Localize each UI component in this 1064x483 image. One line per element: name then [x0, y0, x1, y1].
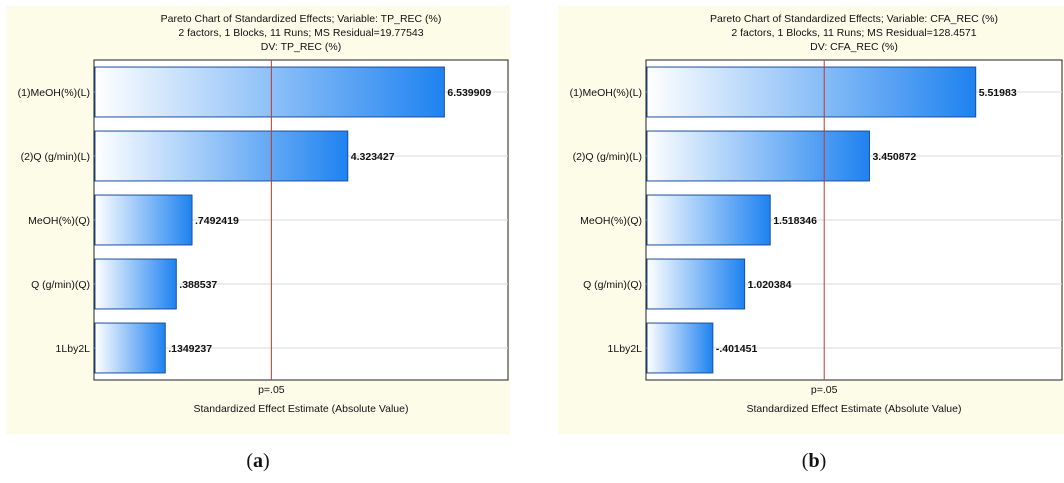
- chart-0-value-label: 4.323427: [351, 151, 395, 163]
- chart-1-bar: [646, 194, 771, 246]
- chart-0-category-label: Q (g/min)(Q): [31, 279, 90, 291]
- chart-1-subtitle-dv: DV: CFA_REC (%): [810, 41, 898, 53]
- chart-0-bar: [94, 258, 177, 310]
- chart-0-x-axis-label: Standardized Effect Estimate (Absolute V…: [194, 403, 409, 415]
- chart-0-value-label: .7492419: [195, 215, 239, 227]
- chart-1-value-label: 1.518346: [773, 215, 817, 227]
- chart-0-bar: [94, 130, 349, 182]
- chart-1-x-axis-label: Standardized Effect Estimate (Absolute V…: [747, 403, 962, 415]
- chart-1-value-label: -.401451: [716, 343, 758, 355]
- pareto-chart-b: Pareto Chart of Standardized Effects; Va…: [558, 6, 1064, 434]
- chart-1-category-label: (2)Q (g/min)(L): [573, 151, 642, 163]
- chart-0-subtitle-dv: DV: TP_REC (%): [261, 41, 342, 53]
- chart-1-subtitle: 2 factors, 1 Blocks, 11 Runs; MS Residua…: [731, 27, 976, 39]
- chart-1-reference-label: p=.05: [811, 384, 838, 396]
- pareto-chart-a-svg: Pareto Chart of Standardized Effects; Va…: [18, 13, 509, 415]
- chart-1-bar: [646, 66, 977, 118]
- chart-0-bar: [94, 322, 166, 374]
- chart-1-bar: [646, 258, 746, 310]
- chart-1-category-label: Q (g/min)(Q): [583, 279, 642, 291]
- chart-1-value-label: 1.020384: [748, 279, 792, 291]
- chart-1-value-label: 3.450872: [872, 151, 916, 163]
- chart-1-title: Pareto Chart of Standardized Effects; Va…: [710, 13, 998, 25]
- chart-1-bar: [646, 130, 870, 182]
- chart-0-value-label: .388537: [179, 279, 217, 291]
- chart-0-reference-label: p=.05: [258, 384, 285, 396]
- chart-0-title: Pareto Chart of Standardized Effects; Va…: [161, 13, 442, 25]
- chart-1-category-label: MeOH(%)(Q): [580, 215, 642, 227]
- caption-b: (b): [801, 450, 827, 472]
- chart-0-value-label: .1349237: [168, 343, 212, 355]
- chart-1-value-label: 5.51983: [979, 87, 1017, 99]
- chart-0-bar: [94, 194, 193, 246]
- pareto-chart-a: Pareto Chart of Standardized Effects; Va…: [6, 6, 510, 434]
- caption-a: (a): [246, 450, 270, 472]
- chart-1-category-label: 1Lby2L: [608, 343, 643, 355]
- chart-0-subtitle: 2 factors, 1 Blocks, 11 Runs; MS Residua…: [178, 27, 423, 39]
- chart-0-category-label: (1)MeOH(%)(L): [18, 87, 90, 99]
- chart-1-category-label: (1)MeOH(%)(L): [570, 87, 642, 99]
- chart-0-category-label: 1Lby2L: [56, 343, 91, 355]
- chart-1-bar: [646, 322, 714, 374]
- chart-0-value-label: 6.539909: [447, 87, 491, 99]
- pareto-chart-b-svg: Pareto Chart of Standardized Effects; Va…: [570, 13, 1063, 415]
- chart-0-category-label: MeOH(%)(Q): [28, 215, 90, 227]
- chart-0-bar: [94, 66, 445, 118]
- chart-0-category-label: (2)Q (g/min)(L): [21, 151, 90, 163]
